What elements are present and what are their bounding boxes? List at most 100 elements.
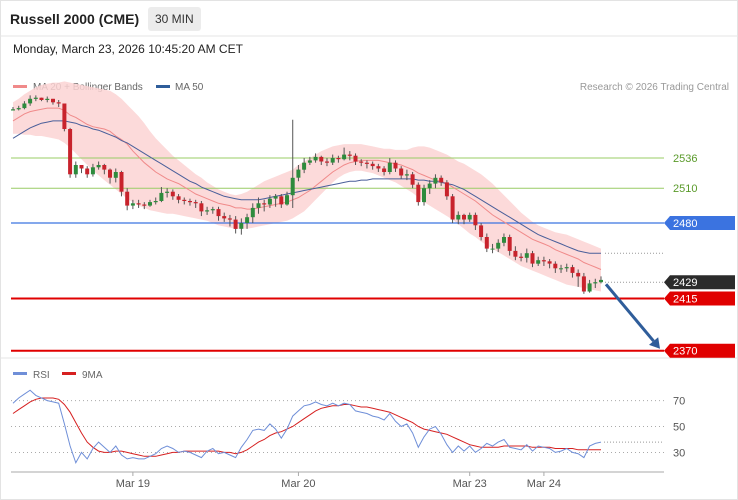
candle-body [85,168,90,175]
candle-body [119,172,124,192]
candle-body [267,198,272,205]
candle-body [524,253,529,258]
candle-body [256,203,261,208]
candle-body [599,279,603,283]
candle-body [233,219,238,229]
candle-body [473,214,478,226]
candle-body [285,195,289,205]
level-2510-label: 2510 [673,183,697,195]
level-2536-label: 2536 [673,153,697,165]
rsi-ma-legend-swatch [62,372,76,375]
datetime-stamp: Monday, March 23, 2026 10:45:20 AM CET [13,42,243,56]
candle-body [159,192,164,201]
rsi-legend-swatch [13,372,27,375]
candle-body [165,191,170,193]
forecast-arrow [604,283,660,349]
forecast-arrow-head [648,337,660,349]
level-2370-tag [664,343,735,358]
candle-body [433,177,438,184]
ma50-legend-swatch [156,85,170,88]
rsi-legend-label: RSI [33,370,50,381]
candle-body [559,268,563,270]
candle-body [108,169,112,178]
level-2415-tag [664,291,735,306]
chart-header: Russell 2000 (CME) 30 MIN [0,0,738,36]
rsi-ma-legend-label: 9MA [82,370,103,381]
candle-body [593,282,598,284]
candles [11,95,603,294]
candle-body [570,267,575,273]
candle-body [302,162,307,170]
candle-body [262,203,267,205]
candle-body [216,209,221,217]
candle-body [148,202,152,206]
candle-body [62,103,67,129]
rsi-tick-70: 70 [673,396,685,408]
candle-body [342,154,347,160]
candle-body [410,174,415,185]
rsi-ma-line [12,397,601,457]
candle-body [33,97,38,99]
timeframe-badge[interactable]: 30 MIN [148,7,201,31]
x-axis: Mar 19 Mar 20 Mar 23 Mar 24 [11,471,664,490]
candle-body [125,191,130,206]
candle-body [113,172,118,178]
candle-body [325,161,329,163]
rsi-line [12,389,602,465]
x-tick-label: Mar 20 [281,478,315,490]
candle-body [73,165,78,175]
instrument-title: Russell 2000 (CME) [10,11,140,27]
bollinger-band-fill [13,81,601,292]
candle-body [56,102,61,104]
candle-body [45,98,50,100]
candle-body [370,163,375,167]
candle-body [439,177,444,183]
candle-body [130,203,135,206]
rsi-legend: RSI 9MA [13,370,103,381]
level-2480-label: 2480 [673,218,697,230]
candle-body [250,207,255,218]
candle-body [279,196,284,205]
candle-body [307,160,312,163]
candle-body [467,214,472,220]
candle-body [393,162,398,169]
research-credit: Research © 2026 Trading Central [580,82,729,93]
candle-body [313,156,318,161]
ma20-legend-swatch [13,85,27,88]
candle-body [387,162,392,172]
candle-body [479,225,484,237]
candle-body [188,201,192,203]
candle-body [290,177,295,196]
candle-body [490,248,495,250]
candle-body [182,199,187,201]
level-2370-label: 2370 [673,346,697,358]
candle-body [547,261,552,264]
candle-body [502,237,506,243]
candle-body [347,154,352,156]
candle-body [153,201,158,203]
x-tick-label: Mar 23 [453,478,487,490]
candle-body [296,169,301,178]
candle-body [176,196,181,200]
candle-body [170,191,175,197]
candle-body [193,202,198,204]
candle-body [330,158,335,163]
candle-body [541,260,546,262]
candle-body [136,203,141,205]
candle-body [376,166,381,169]
candle-body [28,98,33,104]
candle-body [51,98,55,103]
candle-body [399,168,404,176]
candle-body [536,260,541,264]
candle-body [90,167,95,175]
candle-body [273,196,278,199]
candle-body [530,253,535,264]
candle-body [68,129,73,175]
candle-body [553,263,558,269]
bollinger-bands [13,81,601,292]
x-tick-label: Mar 19 [116,478,150,490]
candle-body [210,209,215,211]
candle-body [456,214,461,220]
candle-body [96,165,101,168]
